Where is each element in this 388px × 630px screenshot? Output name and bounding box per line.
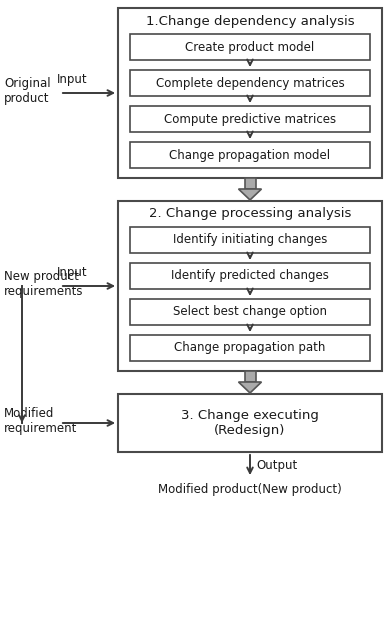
Bar xyxy=(118,394,382,452)
Text: Input: Input xyxy=(57,266,87,279)
Text: Create product model: Create product model xyxy=(185,40,315,54)
Bar xyxy=(244,371,256,382)
Bar xyxy=(118,8,382,178)
Text: Compute predictive matrices: Compute predictive matrices xyxy=(164,113,336,125)
Text: Select best change option: Select best change option xyxy=(173,306,327,319)
Text: 3. Change executing
(Redesign): 3. Change executing (Redesign) xyxy=(181,409,319,437)
Bar xyxy=(244,178,256,189)
Text: 2. Change processing analysis: 2. Change processing analysis xyxy=(149,207,351,220)
Bar xyxy=(130,299,370,325)
Bar xyxy=(118,201,382,371)
Bar xyxy=(130,70,370,96)
Text: Identify predicted changes: Identify predicted changes xyxy=(171,270,329,282)
Bar xyxy=(130,263,370,289)
Bar xyxy=(130,142,370,168)
Text: Change propagation model: Change propagation model xyxy=(170,149,331,161)
Text: Complete dependency matrices: Complete dependency matrices xyxy=(156,76,345,89)
Text: Output: Output xyxy=(256,459,297,471)
Bar xyxy=(130,335,370,361)
Text: Modified
requirement: Modified requirement xyxy=(4,407,77,435)
Text: Modified product(New product): Modified product(New product) xyxy=(158,483,342,496)
Polygon shape xyxy=(239,382,262,393)
Text: Change propagation path: Change propagation path xyxy=(174,341,326,355)
Polygon shape xyxy=(239,189,262,200)
Text: Identify initiating changes: Identify initiating changes xyxy=(173,234,327,246)
Text: 1.Change dependency analysis: 1.Change dependency analysis xyxy=(146,14,354,28)
Bar xyxy=(130,227,370,253)
Bar xyxy=(130,34,370,60)
Text: New product
requirements: New product requirements xyxy=(4,270,83,298)
Text: Original
product: Original product xyxy=(4,77,50,105)
Text: Input: Input xyxy=(57,73,87,86)
Bar xyxy=(130,106,370,132)
